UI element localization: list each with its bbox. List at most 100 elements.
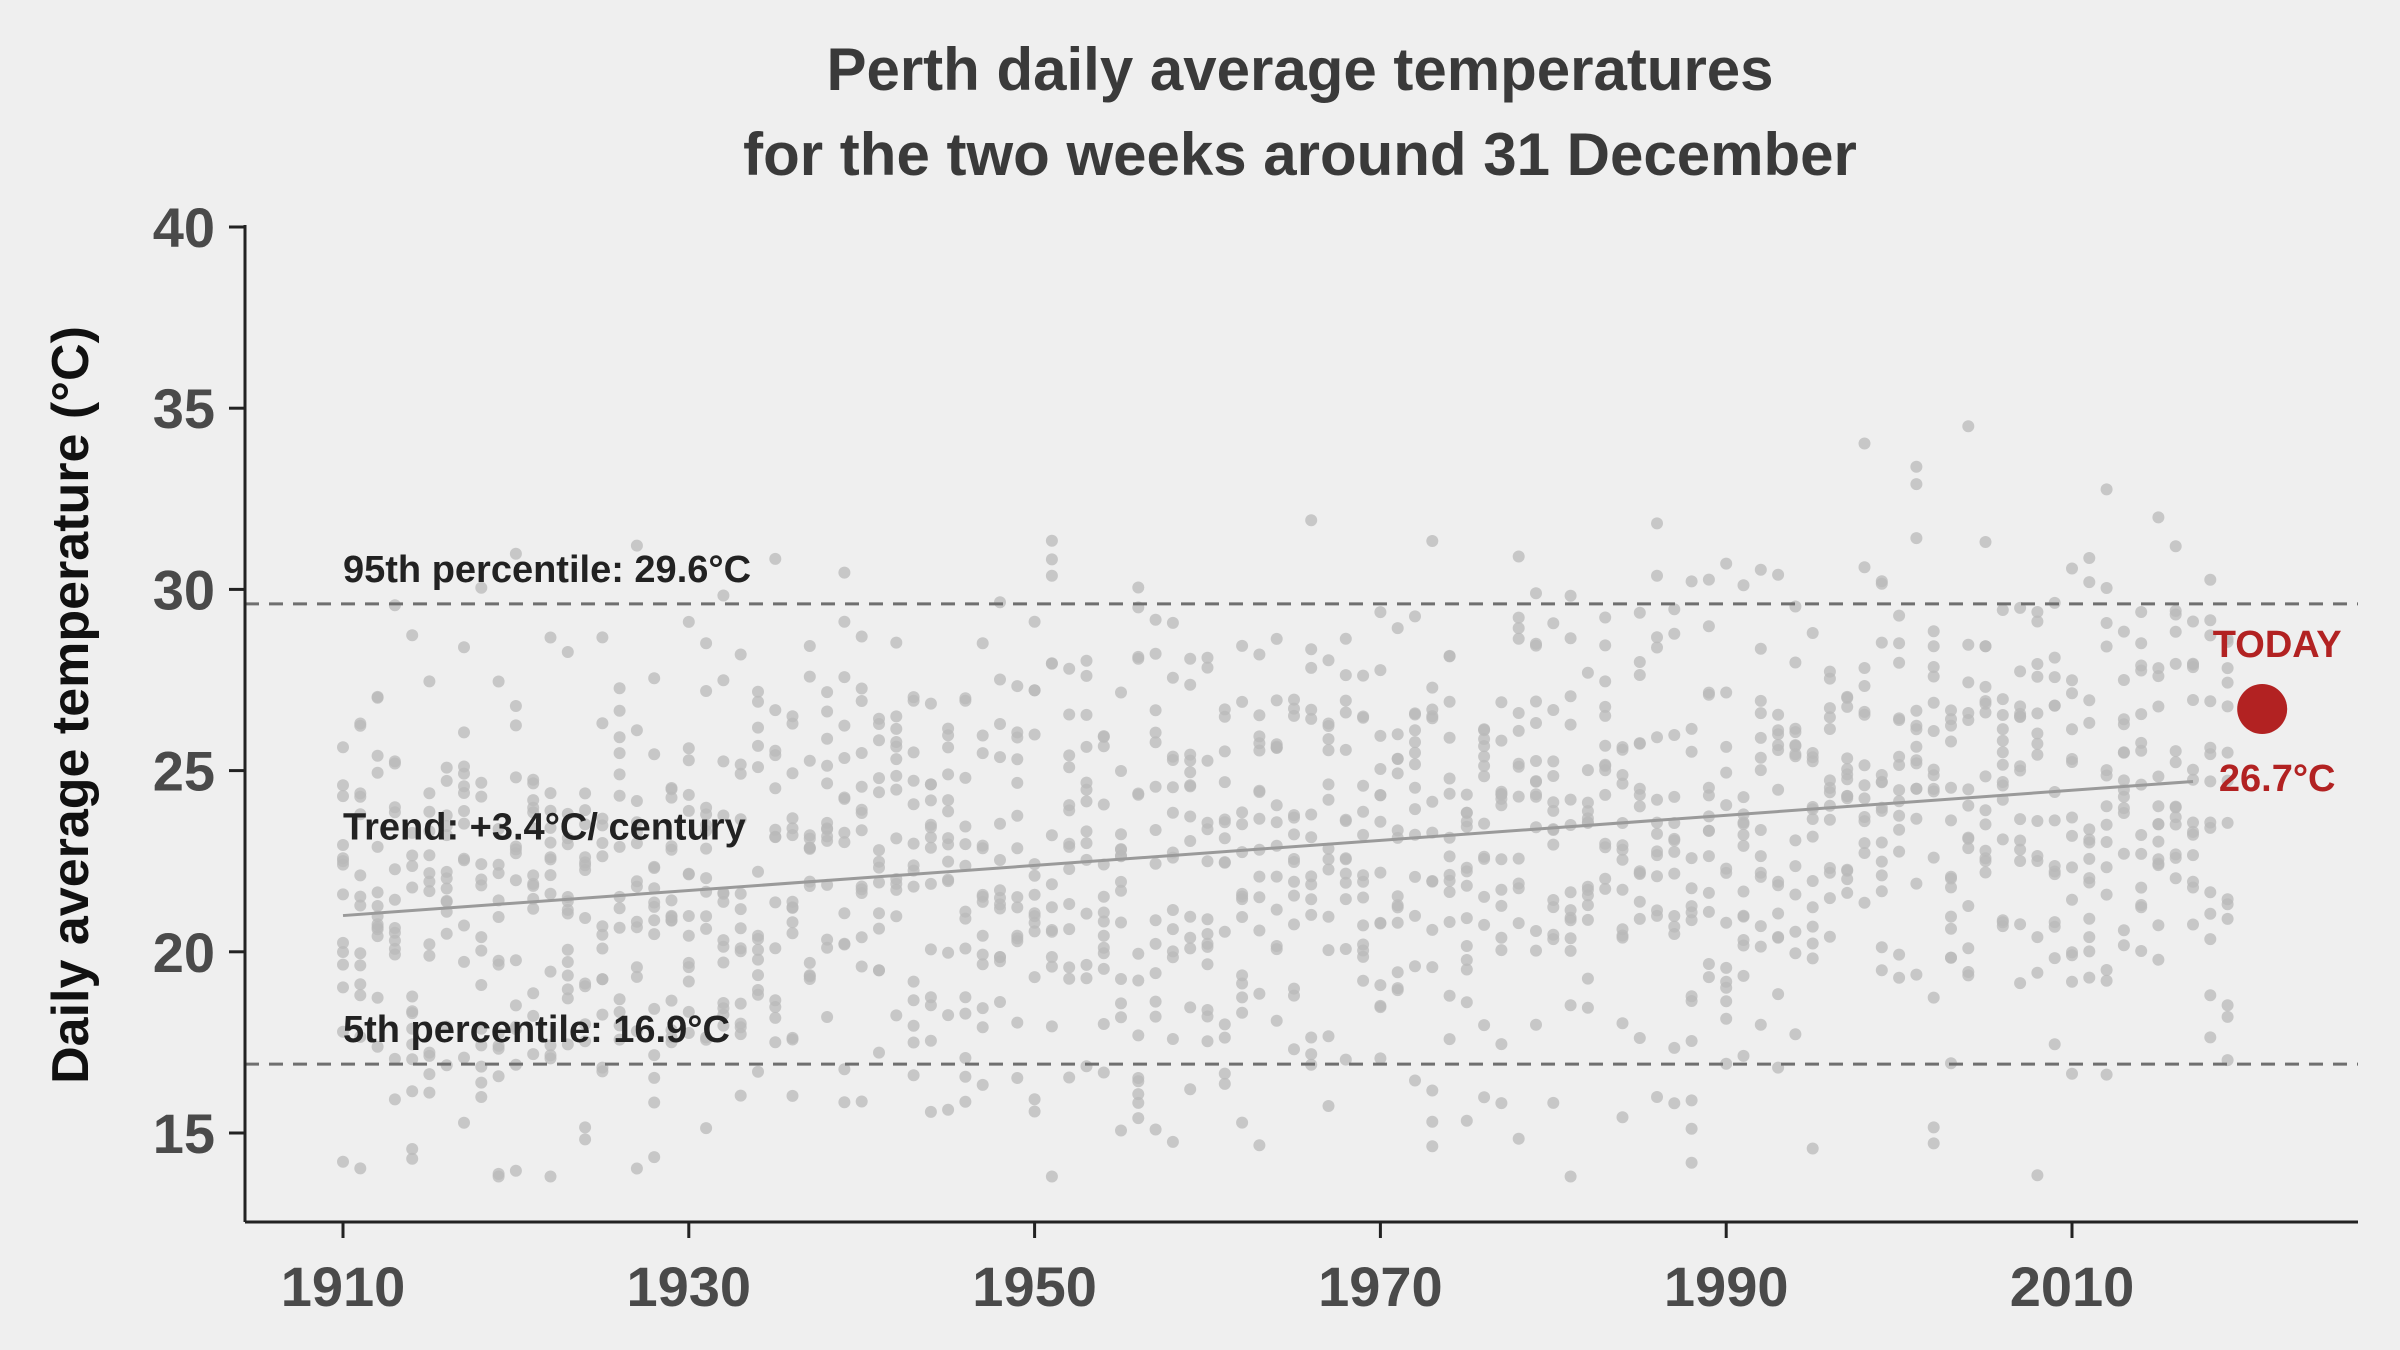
- data-point: [1115, 686, 1127, 699]
- data-point: [2100, 483, 2113, 496]
- data-point: [890, 769, 903, 782]
- data-point: [1236, 695, 1249, 708]
- data-point: [458, 1051, 470, 1064]
- data-point: [1322, 1030, 1335, 1043]
- data-point: [440, 809, 453, 822]
- data-point: [458, 780, 470, 793]
- data-point: [1357, 891, 1370, 904]
- data-point: [406, 1053, 419, 1066]
- data-point: [890, 636, 903, 649]
- data-point: [1668, 1097, 1681, 1110]
- data-point: [1495, 788, 1508, 801]
- data-point: [1443, 1033, 1456, 1046]
- data-point: [682, 975, 695, 988]
- data-point: [838, 752, 851, 764]
- data-point: [821, 834, 834, 847]
- data-point: [1201, 913, 1214, 926]
- data-point: [388, 1093, 401, 1106]
- data-point: [1858, 837, 1871, 850]
- data-point: [1875, 964, 1888, 977]
- data-point: [1599, 709, 1612, 722]
- data-point: [821, 686, 834, 699]
- data-point: [1253, 891, 1266, 904]
- data-point: [994, 673, 1006, 686]
- data-point: [994, 951, 1006, 963]
- data-point: [890, 722, 903, 735]
- data-point: [855, 695, 868, 707]
- data-point: [752, 943, 764, 956]
- data-point: [2152, 800, 2165, 813]
- data-point: [1063, 1071, 1076, 1084]
- data-point: [423, 849, 436, 862]
- data-point: [2083, 833, 2096, 846]
- data-point: [492, 1167, 505, 1180]
- data-point: [821, 1011, 834, 1023]
- data-point: [959, 771, 972, 784]
- data-point: [1478, 817, 1491, 830]
- data-point: [2100, 617, 2113, 629]
- data-point: [1460, 820, 1473, 833]
- data-point: [527, 1009, 540, 1022]
- data-point: [423, 1086, 436, 1099]
- data-point: [1322, 793, 1335, 806]
- data-point: [994, 596, 1006, 609]
- data-point: [1581, 972, 1594, 985]
- data-point: [475, 1091, 488, 1103]
- data-point: [2048, 671, 2061, 684]
- data-point: [475, 979, 488, 991]
- data-point: [942, 875, 955, 888]
- data-point: [1962, 942, 1975, 955]
- data-point: [1270, 1014, 1283, 1027]
- data-point: [1339, 852, 1352, 865]
- data-point: [492, 823, 505, 835]
- data-point: [1132, 1029, 1145, 1042]
- data-point: [1184, 754, 1197, 767]
- data-point: [1063, 972, 1076, 985]
- data-point: [1305, 878, 1318, 891]
- data-point: [1720, 995, 1733, 1008]
- data-point: [2221, 676, 2234, 689]
- data-point: [2083, 852, 2096, 865]
- data-points: [337, 420, 2234, 1183]
- data-point: [371, 1040, 384, 1053]
- data-point: [561, 956, 574, 968]
- data-point: [1149, 704, 1162, 717]
- data-point: [976, 839, 989, 852]
- data-point: [2100, 1068, 2113, 1081]
- data-point: [734, 997, 747, 1010]
- data-point: [423, 938, 436, 951]
- data-point: [1996, 833, 2009, 846]
- data-point: [1581, 899, 1594, 912]
- data-point: [544, 1049, 557, 1062]
- data-point: [1374, 729, 1387, 742]
- data-point: [976, 747, 989, 760]
- data-point: [1374, 664, 1387, 677]
- data-point: [890, 910, 903, 923]
- data-point: [1633, 656, 1646, 668]
- data-point: [1945, 781, 1957, 794]
- data-point: [1426, 875, 1439, 887]
- data-point: [579, 787, 592, 800]
- data-point: [1288, 918, 1300, 931]
- data-point: [838, 615, 851, 628]
- data-point: [1927, 725, 1940, 737]
- data-point: [1288, 989, 1300, 1002]
- data-point: [717, 1008, 730, 1021]
- data-point: [1685, 1122, 1698, 1135]
- data-point: [1564, 914, 1577, 927]
- data-point: [994, 854, 1006, 866]
- data-point: [1754, 694, 1767, 707]
- data-point: [1357, 938, 1370, 951]
- data-point: [337, 779, 349, 792]
- data-point: [561, 969, 574, 982]
- data-point: [1028, 888, 1041, 901]
- data-point: [734, 758, 747, 771]
- data-point: [1823, 774, 1836, 787]
- x-tick-label: 1990: [1664, 1255, 1789, 1318]
- reference-lines: [245, 602, 2358, 1066]
- data-point: [596, 717, 609, 730]
- data-point: [942, 805, 955, 818]
- data-point: [2187, 763, 2199, 776]
- data-point: [1253, 924, 1266, 937]
- data-point: [2221, 746, 2234, 759]
